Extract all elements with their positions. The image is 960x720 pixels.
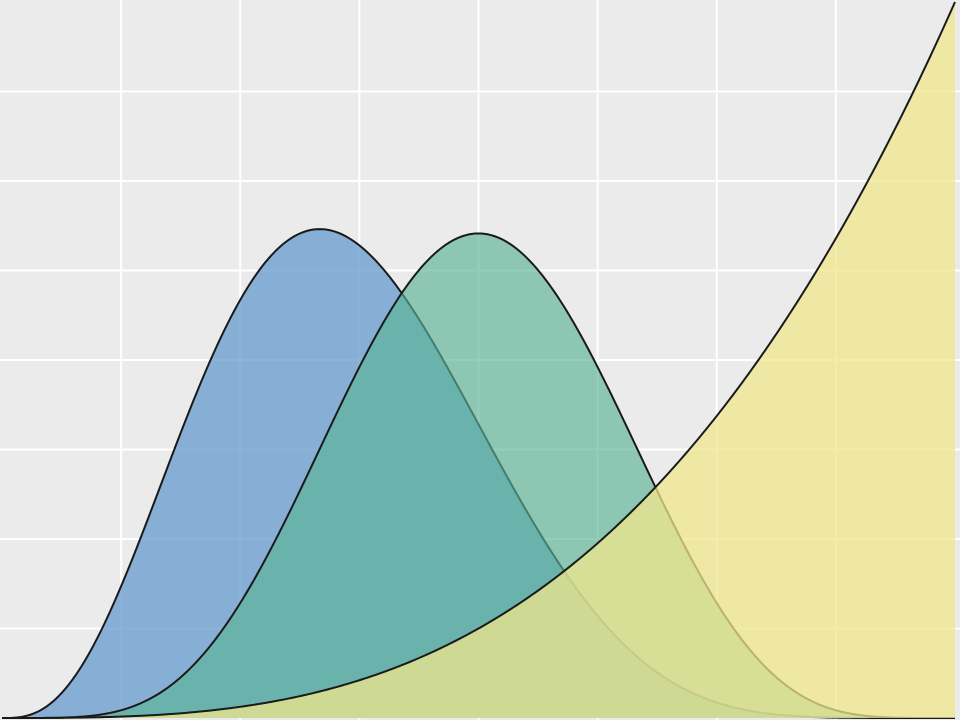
series-1-area <box>2 233 955 718</box>
